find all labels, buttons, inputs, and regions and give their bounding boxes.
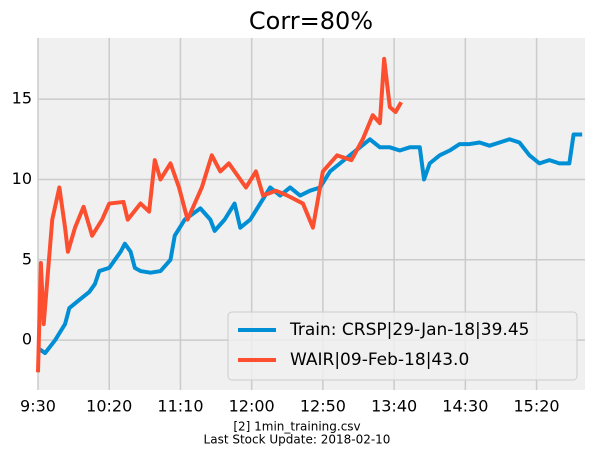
x-tick-label: 13:40 — [371, 397, 417, 416]
x-tick-label: 12:00 — [229, 397, 275, 416]
y-tick-label: 0 — [22, 330, 32, 349]
series-line — [36, 132, 583, 356]
footer-update: Last Stock Update: 2018-02-10 — [204, 433, 391, 447]
y-tick-label: 5 — [22, 249, 32, 268]
x-tick-label: 14:30 — [442, 397, 488, 416]
y-tick-label: 10 — [12, 169, 32, 188]
legend-box — [227, 311, 578, 381]
x-tick-label: 10:20 — [86, 397, 132, 416]
legend-label: Train: CRSP|29-Jan-18|39.45 — [289, 320, 529, 340]
legend-label: WAIR|09-Feb-18|43.0 — [290, 350, 469, 370]
x-tick-label: 15:20 — [514, 397, 560, 416]
series-line — [36, 56, 403, 373]
x-tick-label: 9:30 — [20, 397, 56, 416]
footer-file: [2] 1min_training.csv — [233, 420, 360, 434]
chart-title: Corr=80% — [249, 7, 373, 35]
x-tick-label: 12:50 — [300, 397, 346, 416]
y-tick-label: 15 — [12, 89, 32, 108]
x-tick-label: 11:10 — [157, 397, 203, 416]
